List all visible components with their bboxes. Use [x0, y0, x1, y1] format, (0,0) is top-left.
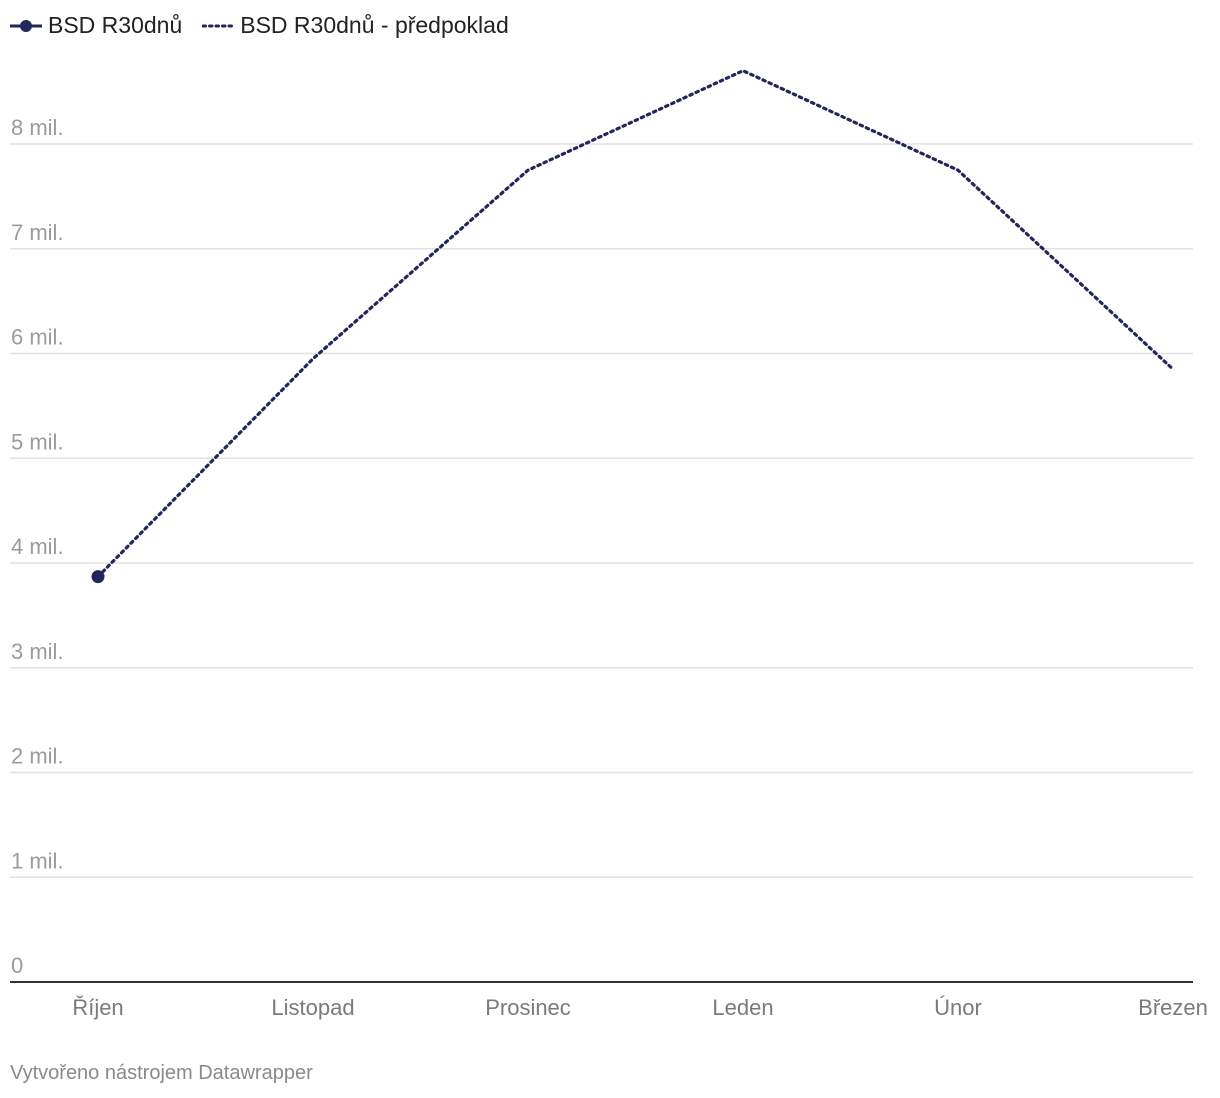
- credit-text: Vytvořeno nástrojem Datawrapper: [10, 1062, 313, 1084]
- y-tick-label: 8 mil.: [11, 115, 64, 140]
- y-tick-label: 5 mil.: [11, 429, 64, 454]
- x-tick-label: Únor: [934, 995, 982, 1020]
- y-tick-label: 4 mil.: [11, 534, 64, 559]
- chart-legend: BSD R30dnů BSD R30dnů - předpoklad: [10, 12, 509, 39]
- y-tick-label: 1 mil.: [11, 848, 64, 873]
- y-tick-label: 3 mil.: [11, 639, 64, 664]
- legend-item-forecast: BSD R30dnů - předpoklad: [202, 12, 509, 39]
- legend-label-actual: BSD R30dnů: [48, 12, 183, 38]
- x-tick-label: Listopad: [271, 995, 354, 1020]
- x-tick-label: Prosinec: [485, 995, 571, 1020]
- y-tick-label: 7 mil.: [11, 220, 64, 245]
- legend-label-forecast: BSD R30dnů - předpoklad: [240, 12, 509, 38]
- x-tick-label: Březen: [1138, 995, 1208, 1020]
- legend-dotted-line-icon: [202, 24, 235, 27]
- legend-solid-marker-icon: [10, 19, 42, 32]
- x-tick-label: Říjen: [72, 995, 123, 1020]
- y-tick-label: 6 mil.: [11, 325, 64, 350]
- legend-item-actual: BSD R30dnů: [10, 12, 182, 39]
- x-tick-label: Leden: [712, 995, 773, 1020]
- series-line-forecast: [96, 69, 1175, 579]
- y-tick-label: 0: [11, 953, 23, 978]
- y-tick-label: 2 mil.: [11, 744, 64, 769]
